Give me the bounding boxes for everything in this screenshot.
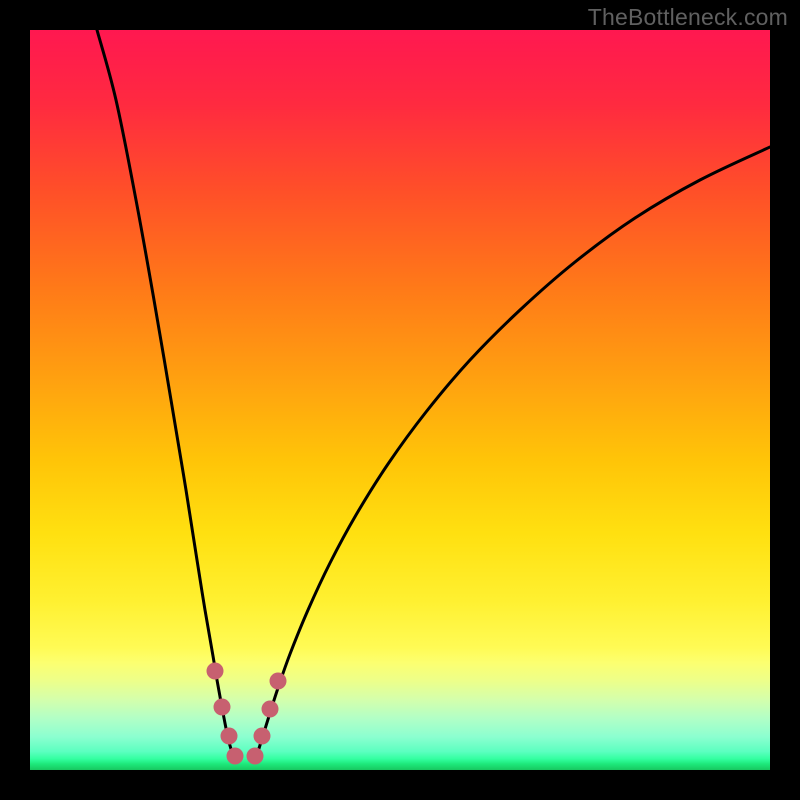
data-marker: [262, 701, 279, 718]
data-marker: [247, 748, 264, 765]
data-marker: [214, 699, 231, 716]
chart-svg: [30, 30, 770, 770]
data-marker: [227, 748, 244, 765]
bottleneck-chart: [30, 30, 770, 770]
data-marker: [270, 673, 287, 690]
data-marker: [254, 728, 271, 745]
data-marker: [221, 728, 238, 745]
chart-background: [30, 30, 770, 770]
watermark-text: TheBottleneck.com: [588, 4, 788, 31]
data-marker: [207, 663, 224, 680]
